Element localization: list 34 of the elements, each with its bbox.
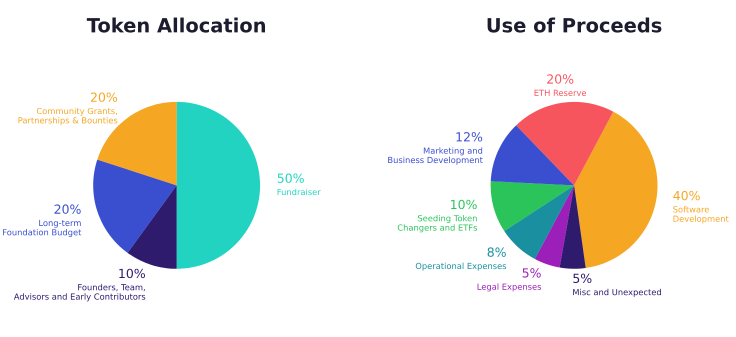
data-label: 50%	[278, 173, 304, 183]
pie-slice	[176, 102, 260, 269]
slice-label: Software Development	[673, 206, 729, 224]
chart-title: Use of Proceeds	[488, 18, 662, 33]
pie-slice	[93, 160, 177, 253]
slice-label: Seeding Token Changers and ETFs	[398, 214, 478, 232]
pie-slice	[560, 185, 586, 269]
slice-label: Misc and Unexpected	[573, 288, 661, 297]
slice-label: ETH Reserve	[534, 90, 586, 96]
data-label: 10%	[119, 268, 146, 278]
slice-label: Legal Expenses	[478, 283, 542, 292]
data-label: 20%	[54, 204, 81, 214]
pie-slice	[128, 185, 177, 269]
data-label: 20%	[547, 74, 574, 84]
chart-title: Token Allocation	[86, 18, 266, 33]
data-label: 20%	[90, 92, 118, 102]
data-label: 5%	[522, 268, 541, 278]
data-label: 12%	[456, 132, 482, 142]
slice-label: Long-term Foundation Budget	[3, 220, 82, 238]
pie-slice	[504, 185, 574, 260]
data-label: 8%	[488, 247, 506, 257]
slice-label: Marketing and Business Development	[388, 147, 483, 165]
slice-label: Founders, Team, Advisors and Early Contributors	[14, 284, 146, 302]
pie-slice	[516, 102, 614, 186]
pie-slice	[534, 185, 574, 268]
slice-label: Operational Expenses	[416, 262, 506, 271]
slice-label: Fundraiser	[278, 188, 321, 196]
pie-slice	[490, 125, 574, 186]
slice-label: Community Grants, Partnerships & Bounties	[18, 108, 118, 126]
pie-slice	[574, 112, 658, 268]
data-label: 10%	[451, 200, 477, 210]
pie-slice	[490, 181, 574, 232]
data-label: 5%	[573, 274, 592, 284]
data-label: 40%	[673, 190, 700, 200]
